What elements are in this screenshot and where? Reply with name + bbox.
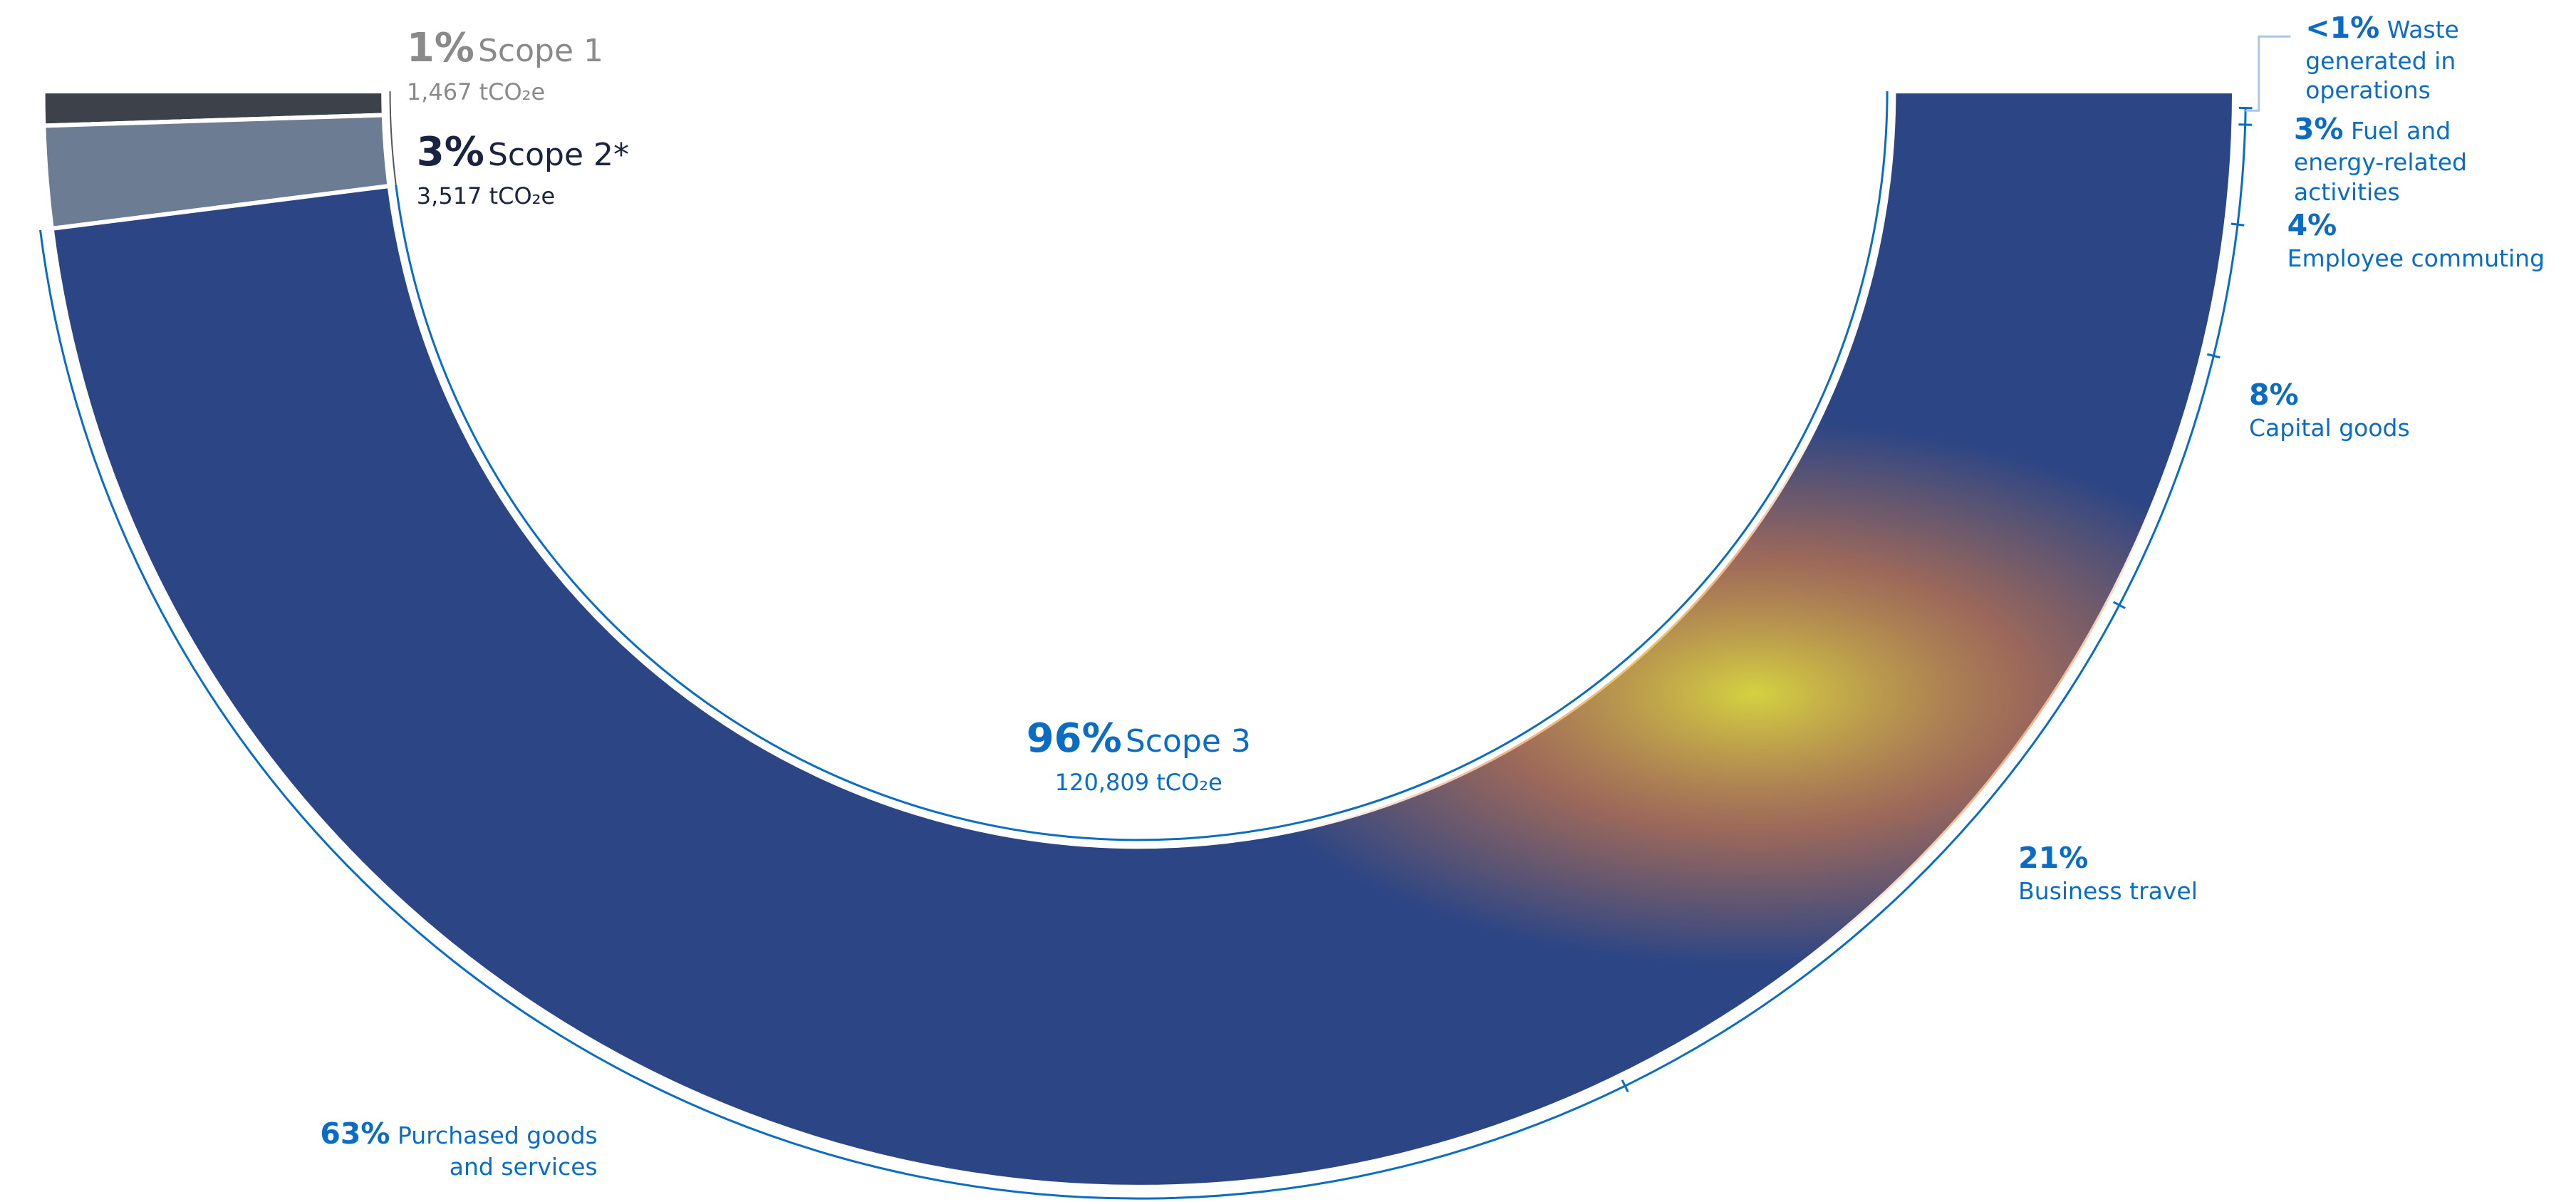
- scope-overlay: [51, 91, 2235, 1187]
- scope-name: Scope 1: [477, 32, 604, 69]
- scope-share: 96%: [1026, 715, 1122, 762]
- emissions-unit: tCO₂e: [1156, 768, 1222, 796]
- inner-edge: [389, 91, 392, 115]
- category-divider: [2206, 353, 2221, 359]
- scope-label: 1% Scope 1 1,467 tCO₂e: [407, 24, 603, 106]
- category-share: 4%: [2287, 208, 2337, 243]
- scope-emissions: 120,809 tCO₂e: [890, 768, 1388, 797]
- category-share: 63%: [320, 1116, 390, 1151]
- category-name: Capital goods: [2249, 414, 2410, 442]
- scope-heading: 3% Scope 2*: [417, 128, 629, 177]
- scope-heading: 96% Scope 3: [890, 714, 1388, 764]
- scope-label: 96% Scope 3 120,809 tCO₂e: [890, 714, 1388, 797]
- category-arc: [2236, 124, 2247, 225]
- category-divider: [1621, 1079, 1629, 1093]
- category-arc: [2118, 356, 2215, 606]
- scope-emissions: 3,517 tCO₂e: [417, 182, 629, 210]
- scope-share: 3%: [416, 129, 484, 176]
- category-label: 3% Fuel and energy-related activities: [2294, 111, 2543, 207]
- category-label: 4% Employee commuting: [2287, 207, 2576, 274]
- inner-edge: [395, 91, 1889, 841]
- category-share: 3%: [2293, 112, 2344, 147]
- category-name: Fuel and energy-related activities: [2293, 117, 2467, 206]
- category-name: Business travel: [2018, 877, 2198, 906]
- category-label: 21% Business travel: [2018, 840, 2350, 906]
- emissions-value: 1,467: [406, 78, 472, 105]
- scope-name: Scope 2*: [487, 137, 629, 174]
- scope-share: 1%: [406, 24, 474, 71]
- category-name: Employee commuting: [2287, 244, 2545, 273]
- category-name: Purchased goods and services: [397, 1121, 598, 1181]
- scope-name: Scope 3: [1125, 722, 1251, 760]
- emissions-value: 120,809: [1054, 768, 1150, 796]
- scope-heading: 1% Scope 1: [407, 24, 603, 73]
- category-label: 8% Capital goods: [2249, 377, 2576, 443]
- connector: [2245, 35, 2291, 112]
- category-arc: [39, 229, 1626, 1200]
- inner-edge: [390, 115, 397, 185]
- category-arc: [1624, 604, 2121, 1087]
- scope-label: 3% Scope 2* 3,517 tCO₂e: [417, 128, 629, 210]
- category-share: 21%: [2018, 840, 2089, 875]
- category-label: 63% Purchased goods and services: [316, 1116, 598, 1182]
- category-arc: [2244, 108, 2247, 125]
- emissions-unit: tCO₂e: [479, 78, 546, 105]
- category-arc: [2212, 224, 2239, 356]
- scope-emissions: 1,467 tCO₂e: [407, 78, 603, 106]
- category-share: 8%: [2249, 377, 2299, 412]
- category-name: Waste generated in operations: [2305, 15, 2459, 105]
- emissions-unit: tCO₂e: [489, 182, 556, 210]
- category-share: <1%: [2305, 10, 2380, 45]
- emissions-value: 3,517: [416, 182, 482, 210]
- category-label: <1% Waste generated in operations: [2305, 10, 2571, 105]
